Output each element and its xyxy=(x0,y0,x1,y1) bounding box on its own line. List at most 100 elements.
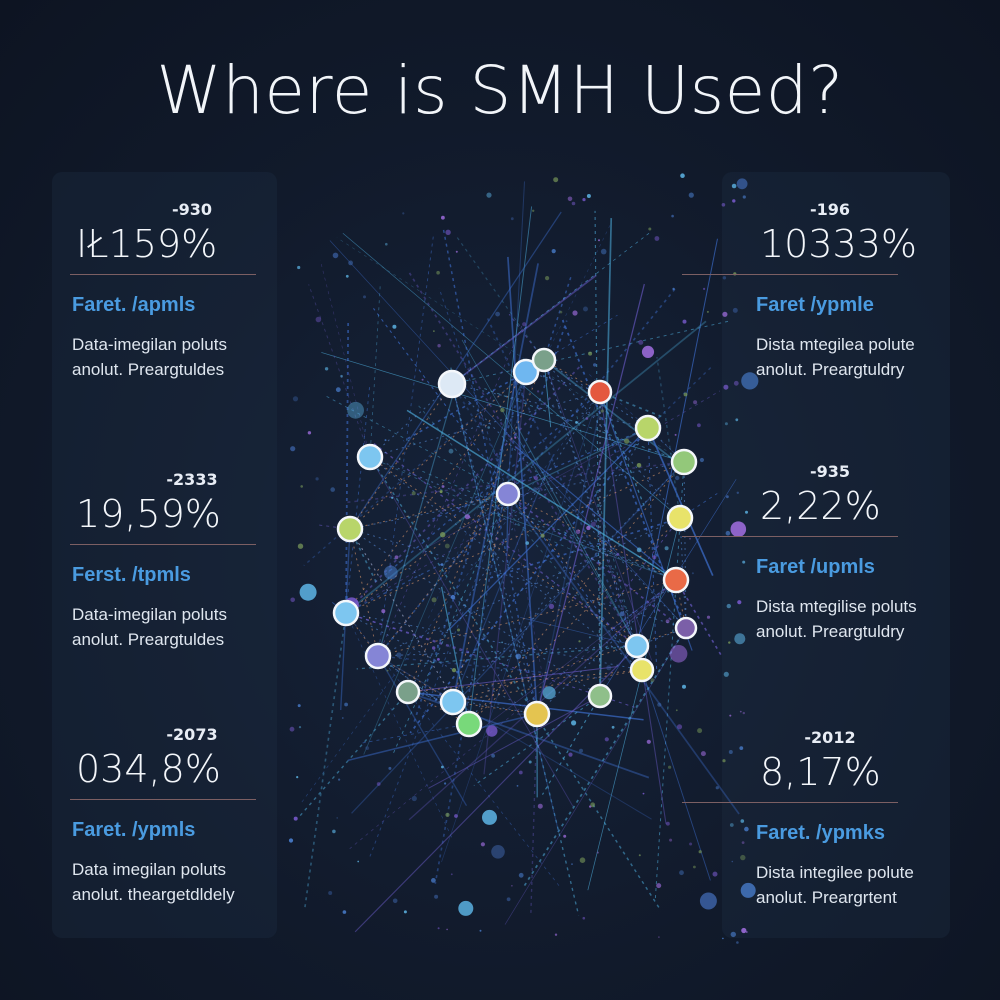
network-node xyxy=(674,616,698,640)
network-edge xyxy=(377,373,460,657)
network-dot xyxy=(482,634,487,639)
network-dot xyxy=(525,541,529,545)
network-dot xyxy=(559,310,563,314)
network-edge xyxy=(451,383,560,833)
network-edge xyxy=(452,669,643,703)
network-edge xyxy=(641,669,711,881)
network-dot xyxy=(590,802,596,808)
network-dot xyxy=(335,387,341,393)
network-dot xyxy=(571,201,576,206)
network-dot xyxy=(683,392,688,397)
network-edge xyxy=(406,409,677,581)
network-node xyxy=(356,443,384,471)
page-title: Where is SMH Used? xyxy=(156,52,844,129)
network-edge xyxy=(377,655,454,703)
network-edge xyxy=(451,383,580,916)
network-edge xyxy=(452,461,685,703)
network-dot xyxy=(571,863,573,865)
network-edge xyxy=(349,528,601,697)
network-dot xyxy=(300,485,304,488)
network-dot xyxy=(391,496,394,499)
network-dot xyxy=(532,647,535,650)
network-dot xyxy=(444,543,450,549)
network-dot xyxy=(669,838,673,842)
network-dot xyxy=(732,199,736,203)
network-edge xyxy=(543,274,573,361)
network-dot xyxy=(723,671,729,677)
network-dot xyxy=(315,316,322,323)
stat-heading: Faret /ypmle xyxy=(756,294,874,316)
network-node xyxy=(395,679,421,705)
network-dot xyxy=(736,178,748,190)
network-dot xyxy=(537,803,543,809)
network-dot xyxy=(487,426,491,429)
network-dot xyxy=(545,276,550,281)
network-dot xyxy=(693,865,696,869)
network-dot xyxy=(518,872,524,878)
network-node xyxy=(624,633,650,659)
network-node xyxy=(512,358,540,386)
network-dot xyxy=(700,751,706,757)
network-edge xyxy=(345,461,685,614)
network-edge xyxy=(507,320,568,495)
network-dot xyxy=(332,829,336,834)
network-edge xyxy=(377,655,468,807)
network-dot xyxy=(672,287,675,291)
network-edge xyxy=(416,402,643,671)
network-dot xyxy=(431,878,436,883)
network-dot xyxy=(619,611,625,617)
stat-desc-line-2: anolut. Preargtuldry xyxy=(756,360,905,379)
network-node xyxy=(437,369,467,399)
network-node xyxy=(629,657,655,683)
network-dot xyxy=(540,533,545,538)
network-dot xyxy=(658,936,660,938)
network-dot xyxy=(532,209,535,212)
network-dot xyxy=(730,521,747,537)
network-edge xyxy=(543,314,618,361)
stat-heading: Faret. /ypmks xyxy=(756,822,885,844)
network-dot xyxy=(480,842,485,847)
network-edge xyxy=(363,371,527,755)
network-edge xyxy=(403,371,527,442)
network-dot xyxy=(437,927,440,930)
network-dot xyxy=(403,605,406,608)
network-edge xyxy=(514,446,677,581)
network-dot xyxy=(722,276,727,280)
network-edge xyxy=(434,371,527,884)
network-dot xyxy=(482,809,497,825)
network-dot xyxy=(666,821,670,826)
network-dot xyxy=(697,728,703,734)
network-edge xyxy=(413,371,527,724)
network-dot xyxy=(638,854,641,857)
network-dot xyxy=(542,686,556,700)
network-dot xyxy=(742,560,746,564)
network-dot xyxy=(446,928,448,931)
stat-small-label: -2333 xyxy=(166,470,218,489)
network-dot xyxy=(600,248,607,255)
stat-small-label: -2012 xyxy=(804,728,856,747)
network-dot xyxy=(563,834,567,838)
network-dot xyxy=(731,860,734,863)
network-dot xyxy=(736,491,739,494)
network-dot xyxy=(451,668,457,673)
network-edge xyxy=(347,713,538,762)
network-edge xyxy=(409,427,649,734)
network-node xyxy=(332,599,360,627)
network-edge xyxy=(520,617,638,647)
network-dot xyxy=(403,910,407,914)
network-dot xyxy=(365,746,370,750)
network-dot xyxy=(383,565,398,580)
network-dot xyxy=(579,857,586,863)
network-dot xyxy=(585,417,589,420)
network-node xyxy=(531,347,557,373)
network-dot xyxy=(518,770,523,775)
network-edge xyxy=(461,339,638,647)
network-edge xyxy=(468,206,533,725)
network-dot xyxy=(384,439,387,442)
left-panel xyxy=(52,172,277,938)
network-edge xyxy=(349,528,687,629)
network-dot xyxy=(432,646,436,650)
network-edge xyxy=(407,665,618,693)
network-dot xyxy=(445,229,451,235)
network-dot xyxy=(616,552,620,556)
